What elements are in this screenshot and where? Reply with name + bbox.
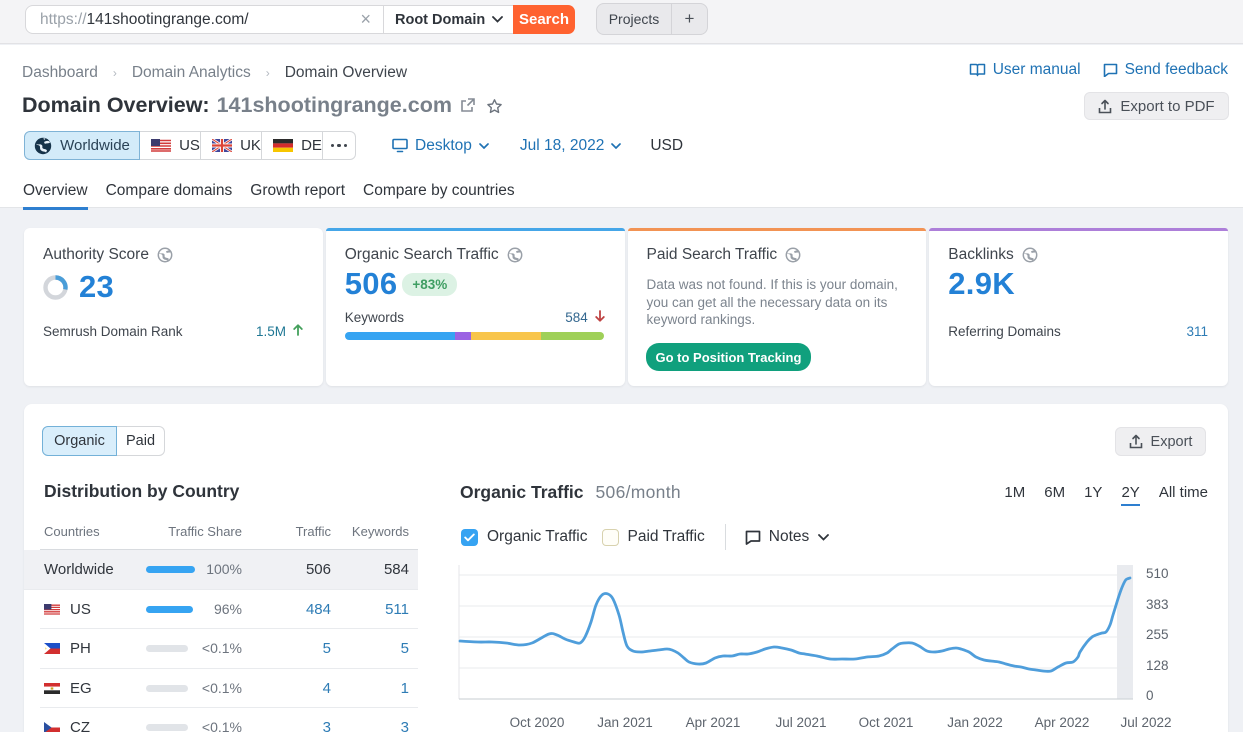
svg-text:Jan 2021: Jan 2021 <box>597 715 653 730</box>
svg-text:383: 383 <box>1146 597 1169 612</box>
svg-text:255: 255 <box>1146 627 1169 642</box>
svg-text:Apr 2021: Apr 2021 <box>686 715 741 730</box>
svg-text:Jul 2021: Jul 2021 <box>775 715 826 730</box>
svg-text:0: 0 <box>1146 688 1154 703</box>
svg-text:Oct 2020: Oct 2020 <box>510 715 565 730</box>
svg-text:Oct 2021: Oct 2021 <box>859 715 914 730</box>
svg-text:Apr 2022: Apr 2022 <box>1035 715 1090 730</box>
svg-text:Jan 2022: Jan 2022 <box>947 715 1003 730</box>
svg-text:510: 510 <box>1146 566 1169 581</box>
svg-text:Jul 2022: Jul 2022 <box>1120 715 1171 730</box>
svg-text:128: 128 <box>1146 658 1169 673</box>
